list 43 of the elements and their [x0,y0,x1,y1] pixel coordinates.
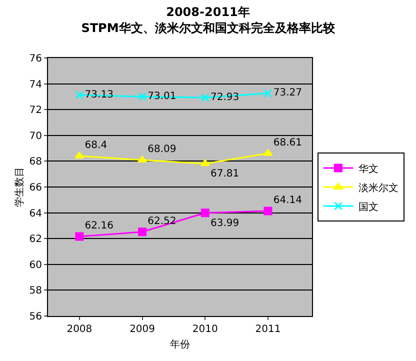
data-label: 73.27 [273,88,302,99]
data-label: 62.16 [84,220,114,232]
y-tick-label: 76 [29,54,42,64]
data-label: 64.14 [273,195,302,206]
point [74,152,84,159]
y-tick-label: 70 [29,130,42,142]
point [200,159,210,166]
y-tick-label: 58 [29,286,42,297]
point [263,149,273,156]
x-tick-label: 2009 [130,324,156,335]
data-label: 67.81 [210,168,240,180]
data-label: 63.99 [210,218,240,229]
point [200,93,210,102]
data-label: 68.61 [273,137,302,148]
y-tick-label: 66 [29,182,42,194]
data-label: 68.09 [148,144,176,156]
point [264,206,272,216]
legend-label: 淡米尔文 [358,182,398,194]
x-axis-title: 年份 [170,338,190,350]
point [75,90,84,100]
x-tick-label: 2010 [192,324,218,335]
data-label: 62.52 [148,216,176,228]
y-tick-label: 60 [29,260,42,271]
chart-title: 2008-2011年 [166,5,250,20]
y-tick-label: 68 [29,156,42,168]
y-tick-label: 64 [29,208,42,220]
y-tick-label: 62 [29,234,42,246]
point [75,232,84,241]
point [138,92,147,101]
y-tick-label: 72 [29,105,42,116]
y-axis-title: 学生数目 [13,167,26,207]
x-tick-label: 2011 [255,324,281,335]
point [138,228,147,236]
point [200,208,210,218]
x-tick-label: 2008 [66,324,92,335]
point [138,156,148,163]
legend-label: 华文 [358,162,378,175]
point [264,88,272,98]
legend-label: 国文 [358,200,378,213]
chart-subtitle: STPM华文、淡米尔文和国文科完全及格率比较 [81,20,336,35]
data-label: 68.4 [84,140,108,152]
y-tick-label: 74 [29,79,42,90]
y-tick-label: 56 [29,312,42,322]
